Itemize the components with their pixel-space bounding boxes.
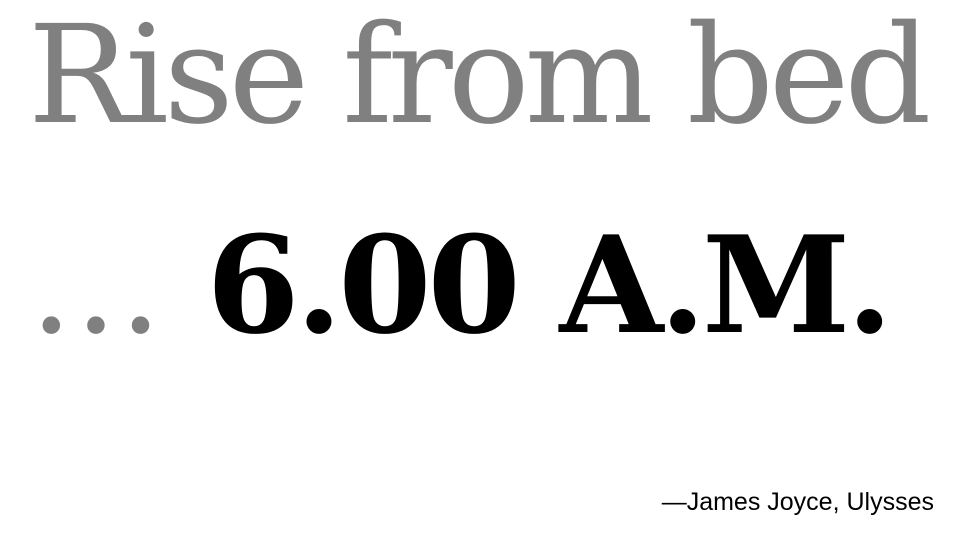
ellipsis-text: ... — [30, 208, 164, 364]
time-text: 6.00 A.M. — [206, 206, 893, 364]
quote-attribution: —James Joyce, Ulysses — [661, 488, 934, 516]
quote-line-rise-from-bed: Rise from bed — [28, 0, 931, 155]
quote-line-time: ... 6.00 A.M. — [30, 218, 893, 353]
